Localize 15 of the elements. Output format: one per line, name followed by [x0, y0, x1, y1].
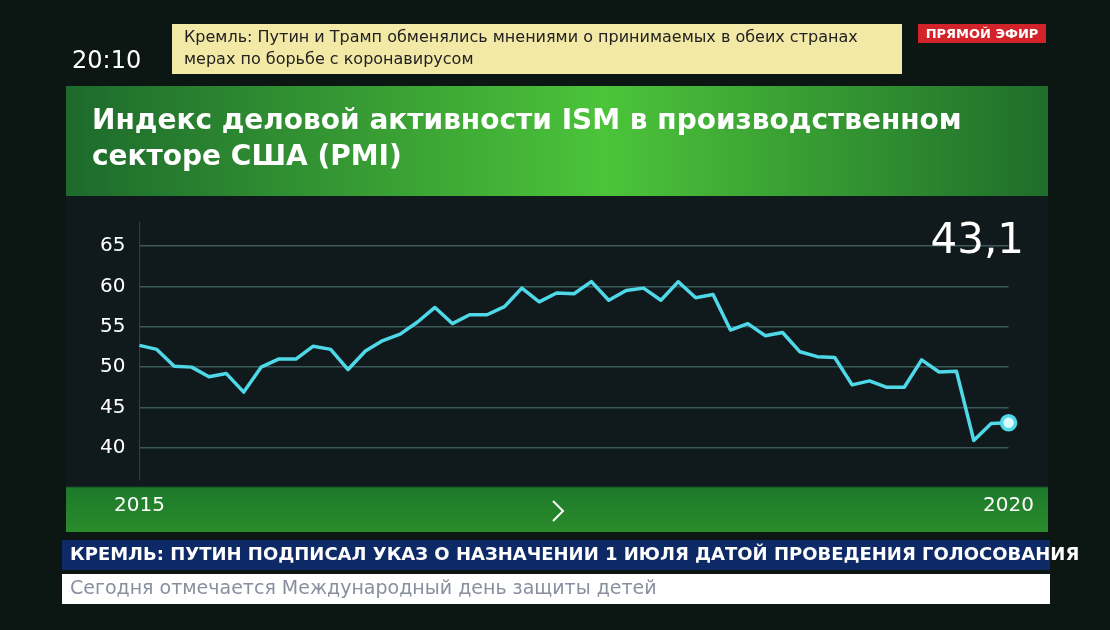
- y-tick-label: 50: [100, 353, 126, 378]
- text: Кремль: Путин и Трамп обменялись мнениями о принимаемых в обеих странах мерах по борьбе с коронавирусом: [172, 24, 902, 74]
- y-tick-label: 65: [100, 232, 126, 257]
- text: ПРЯМОЙ ЭФИР: [918, 24, 1046, 43]
- y-tick-label: 45: [100, 393, 126, 418]
- annotation: 43,1: [930, 214, 1024, 263]
- x-tick-label: 2020: [983, 492, 1034, 517]
- x-tick-label: 2015: [114, 492, 165, 517]
- text: 20:10: [72, 46, 142, 74]
- y-tick-label: 40: [100, 433, 126, 458]
- text: КРЕМЛЬ: ПУТИН ПОДПИСАЛ УКАЗ О НАЗНАЧЕНИИ 1 ИЮЛЯ ДАТОЙ ПРОВЕДЕНИЯ ГОЛОСОВАНИЯ: [69, 542, 1080, 566]
- text: Сегодня отмечается Международный день защиты детей: [62, 574, 1050, 604]
- chart-title: Индекс деловой активности ISM в производственном секторе США (PMI): [92, 102, 963, 174]
- y-tick-label: 60: [100, 272, 126, 297]
- y-tick-label: 55: [100, 313, 126, 338]
